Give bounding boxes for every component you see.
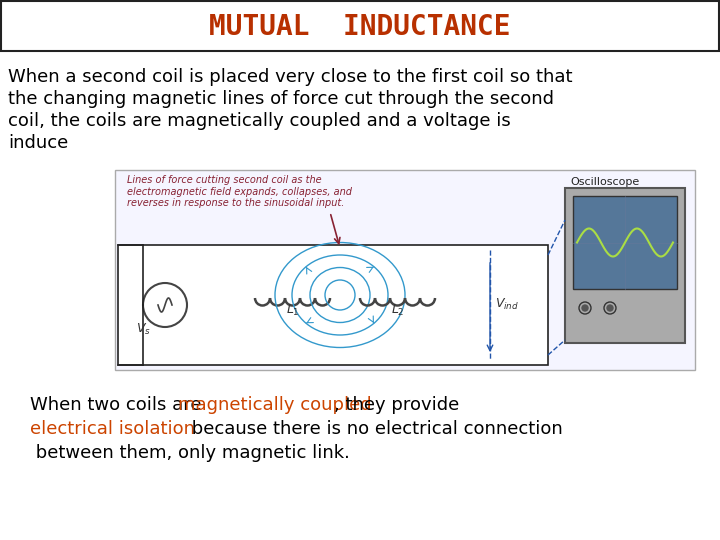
Text: coil, the coils are magnetically coupled and a voltage is: coil, the coils are magnetically coupled… bbox=[8, 112, 510, 130]
Text: , they provide: , they provide bbox=[334, 396, 459, 414]
Text: magnetically coupled: magnetically coupled bbox=[179, 396, 372, 414]
Text: Lines of force cutting second coil as the
electromagnetic field expands, collaps: Lines of force cutting second coil as th… bbox=[127, 175, 352, 208]
Text: between them, only magnetic link.: between them, only magnetic link. bbox=[30, 444, 350, 462]
Bar bbox=[573, 196, 677, 289]
Text: $L_1$: $L_1$ bbox=[286, 303, 300, 318]
Text: the changing magnetic lines of force cut through the second: the changing magnetic lines of force cut… bbox=[8, 90, 554, 108]
Text: $L_2$: $L_2$ bbox=[391, 303, 405, 318]
Text: induce: induce bbox=[8, 134, 68, 152]
Bar bbox=[118, 245, 548, 365]
Circle shape bbox=[582, 305, 588, 311]
Text: When two coils are: When two coils are bbox=[30, 396, 207, 414]
Circle shape bbox=[607, 305, 613, 311]
Bar bbox=[115, 170, 695, 370]
Text: because there is no electrical connection: because there is no electrical connectio… bbox=[186, 420, 563, 438]
Text: $V_{ind}$: $V_{ind}$ bbox=[495, 297, 519, 312]
Text: electrical isolation: electrical isolation bbox=[30, 420, 195, 438]
Text: Oscilloscope: Oscilloscope bbox=[570, 177, 639, 187]
Bar bbox=[565, 188, 685, 343]
Text: $V_s$: $V_s$ bbox=[135, 322, 150, 337]
Bar bbox=[1, 1, 719, 51]
Text: When a second coil is placed very close to the first coil so that: When a second coil is placed very close … bbox=[8, 68, 572, 86]
Text: MUTUAL  INDUCTANCE: MUTUAL INDUCTANCE bbox=[210, 13, 510, 41]
